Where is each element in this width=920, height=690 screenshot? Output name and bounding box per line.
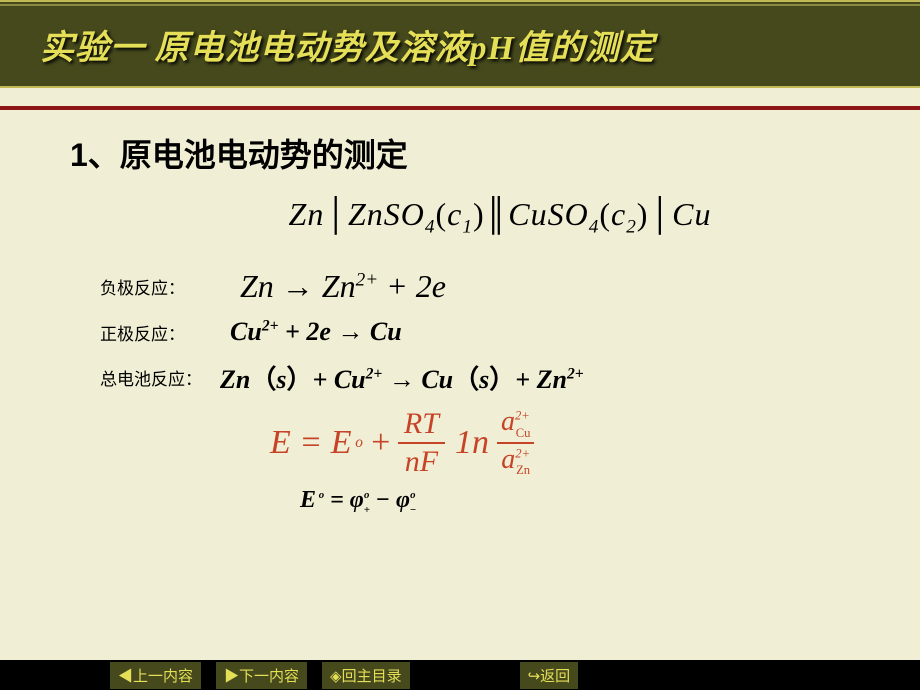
nernst-equation: E = E ο + RT nF 1n a2+Cu a2+Zn bbox=[270, 408, 850, 476]
section-heading: 1、原电池电动势的测定 bbox=[70, 130, 850, 176]
anode-equation: Zn → Zn2+ + 2e bbox=[240, 268, 446, 305]
cathode-label: 正极反应： bbox=[100, 320, 220, 345]
content-area: 1、原电池电动势的测定 Zn│ZnSO4(c1)║CuSO4(c2)│Cu 负极… bbox=[0, 110, 920, 690]
cathode-reaction-row: 正极反应： Cu2+ + 2e → Cu bbox=[100, 317, 850, 347]
next-button[interactable]: ▶下一内容 bbox=[216, 662, 307, 689]
navigation-bar: ◀上一内容 ▶下一内容 ◈回主目录 ↪返回 bbox=[0, 660, 920, 690]
slide-container: 实验一 原电池电动势及溶液pH值的测定 1、原电池电动势的测定 Zn│ZnSO4… bbox=[0, 0, 920, 690]
overall-label: 总电池反应： bbox=[100, 365, 220, 390]
slide-title: 实验一 原电池电动势及溶液pH值的测定 bbox=[40, 20, 655, 69]
standard-potential-equation: E ο = φ+ο − φ−ο bbox=[300, 487, 850, 516]
anode-reaction-row: 负极反应： Zn → Zn2+ + 2e bbox=[100, 268, 850, 305]
cell-notation: Zn│ZnSO4(c1)║CuSO4(c2)│Cu bbox=[150, 196, 850, 238]
overall-reaction-row: 总电池反应： Zn（s）+ Cu2+ → Cu（s）+ Zn2+ bbox=[100, 359, 850, 396]
prev-button[interactable]: ◀上一内容 bbox=[110, 662, 201, 689]
overall-equation: Zn（s）+ Cu2+ → Cu（s）+ Zn2+ bbox=[220, 359, 584, 396]
cathode-equation: Cu2+ + 2e → Cu bbox=[230, 317, 402, 347]
back-button[interactable]: ↪返回 bbox=[520, 662, 579, 689]
anode-label: 负极反应： bbox=[100, 274, 220, 299]
title-bar: 实验一 原电池电动势及溶液pH值的测定 bbox=[0, 0, 920, 88]
main-menu-button[interactable]: ◈回主目录 bbox=[322, 662, 410, 689]
